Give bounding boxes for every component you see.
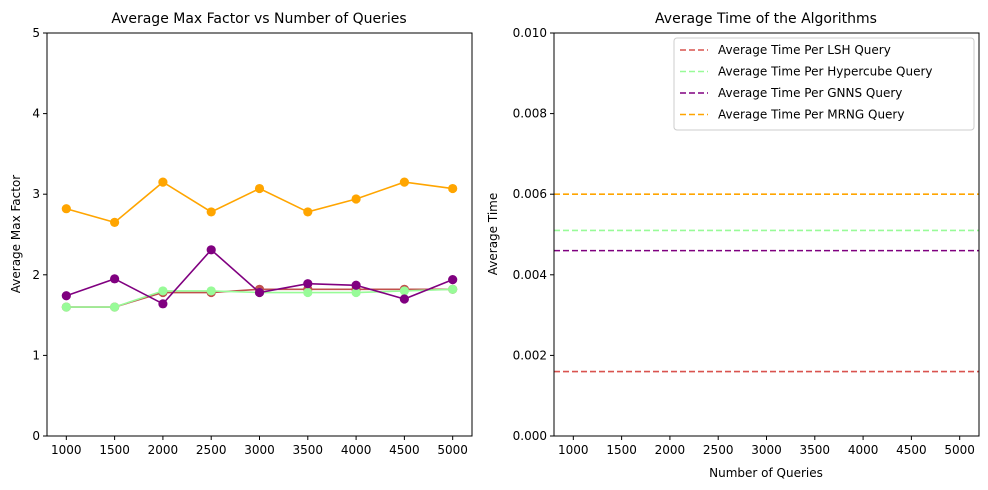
chart1-data-point	[399, 286, 409, 296]
chart1-y-tick-label: 5	[32, 26, 40, 40]
chart1-x-tick-label: 4000	[341, 443, 372, 457]
chart1-data-point	[448, 284, 458, 294]
chart1-title: Average Max Factor vs Number of Queries	[111, 11, 406, 27]
chart1-x-tick-label: 2500	[196, 443, 227, 457]
chart1-data-point	[158, 286, 168, 296]
chart2-y-ticks: 0.000 0.002 0.004 0.006 0.008 0.010	[513, 26, 554, 443]
chart1-data-point	[158, 177, 168, 187]
chart1-x-tick-label: 1000	[51, 443, 82, 457]
chart1-data-point	[61, 302, 71, 312]
chart1-y-tick-label: 2	[32, 268, 40, 282]
chart1-x-tick-label: 3000	[244, 443, 275, 457]
chart2-x-tick-label: 2000	[655, 443, 686, 457]
chart2-x-ticks: 1000 1500 2000 2500 3000 3500 4000 4500 5000	[558, 436, 975, 457]
chart1-data-point	[206, 286, 216, 296]
chart1-data-point	[254, 183, 265, 194]
chart2-x-tick-label: 3500	[800, 443, 831, 457]
average-time-chart: Average Time of the Algorithms Average T…	[486, 11, 980, 480]
chart1-data-point	[351, 194, 361, 204]
chart1-axes-frame	[46, 32, 473, 437]
chart2-x-tick-label: 1000	[558, 443, 589, 457]
chart2-x-tick-label: 3000	[751, 443, 782, 457]
chart2-x-tick-label: 5000	[944, 443, 975, 457]
chart1-data-point	[61, 291, 71, 301]
chart2-y-tick-label: 0.008	[513, 107, 547, 121]
chart2-x-tick-label: 4000	[848, 443, 879, 457]
chart1-data-point	[110, 274, 120, 284]
chart1-x-tick-label: 1500	[99, 443, 130, 457]
chart1-x-tick-label: 2000	[148, 443, 179, 457]
chart2-series-group	[554, 193, 979, 373]
chart1-data-point	[158, 299, 168, 309]
chart1-y-tick-label: 1	[32, 348, 40, 362]
chart2-y-tick-label: 0.002	[513, 348, 547, 362]
chart1-data-point	[351, 280, 361, 290]
chart1-data-point	[61, 204, 71, 214]
chart2-y-tick-label: 0.004	[513, 268, 547, 282]
chart1-x-tick-label: 4500	[389, 443, 420, 457]
chart1-data-point	[448, 183, 458, 194]
max-factor-chart: Average Max Factor vs Number of Queries …	[9, 11, 473, 457]
chart1-data-point	[351, 287, 361, 298]
chart1-data-point	[254, 287, 265, 298]
chart2-y-tick-label: 0.000	[513, 429, 547, 443]
chart1-y-axis-label: Average Max Factor	[9, 175, 23, 294]
chart2-x-axis-label: Number of Queries	[709, 466, 823, 480]
chart1-x-tick-label: 5000	[437, 443, 468, 457]
chart1-data-point	[110, 302, 120, 312]
chart1-x-ticks: 1000 1500 2000 2500 3000 3500 4000 4500 5000	[51, 436, 468, 457]
legend-label: Average Time Per Hypercube Query	[718, 65, 933, 79]
chart1-series-group	[61, 177, 458, 312]
chart1-y-tick-label: 0	[32, 429, 40, 443]
chart1-data-point	[448, 275, 458, 285]
legend-label: Average Time Per LSH Query	[718, 43, 891, 57]
chart2-axes-frame	[553, 32, 980, 437]
chart2-x-tick-label: 1500	[606, 443, 637, 457]
chart1-data-point	[110, 217, 120, 228]
chart2-x-tick-label: 2500	[703, 443, 734, 457]
legend-box	[673, 37, 975, 131]
legend-label: Average Time Per MRNG Query	[718, 108, 904, 122]
chart1-data-point	[206, 245, 216, 255]
chart2-x-tick-label: 4500	[896, 443, 927, 457]
chart2-y-tick-label: 0.010	[513, 26, 547, 40]
chart2-y-tick-label: 0.006	[513, 187, 547, 201]
chart1-data-point	[399, 294, 409, 304]
chart1-y-tick-label: 3	[32, 187, 40, 201]
chart1-data-point	[303, 279, 313, 289]
chart2-legend: Average Time Per LSH Query Average Time P…	[673, 37, 975, 131]
legend-label: Average Time Per GNNS Query	[718, 86, 902, 100]
chart1-data-point	[303, 207, 313, 217]
chart2-title: Average Time of the Algorithms	[655, 11, 877, 27]
chart1-data-point	[399, 177, 409, 187]
chart1-y-ticks: 0 1 2 3 4 5	[32, 26, 47, 443]
chart1-data-point	[303, 287, 313, 298]
chart1-x-tick-label: 3500	[293, 443, 324, 457]
chart1-y-tick-label: 4	[32, 107, 40, 121]
chart1-data-point	[206, 207, 216, 217]
chart2-y-axis-label: Average Time	[486, 193, 500, 275]
